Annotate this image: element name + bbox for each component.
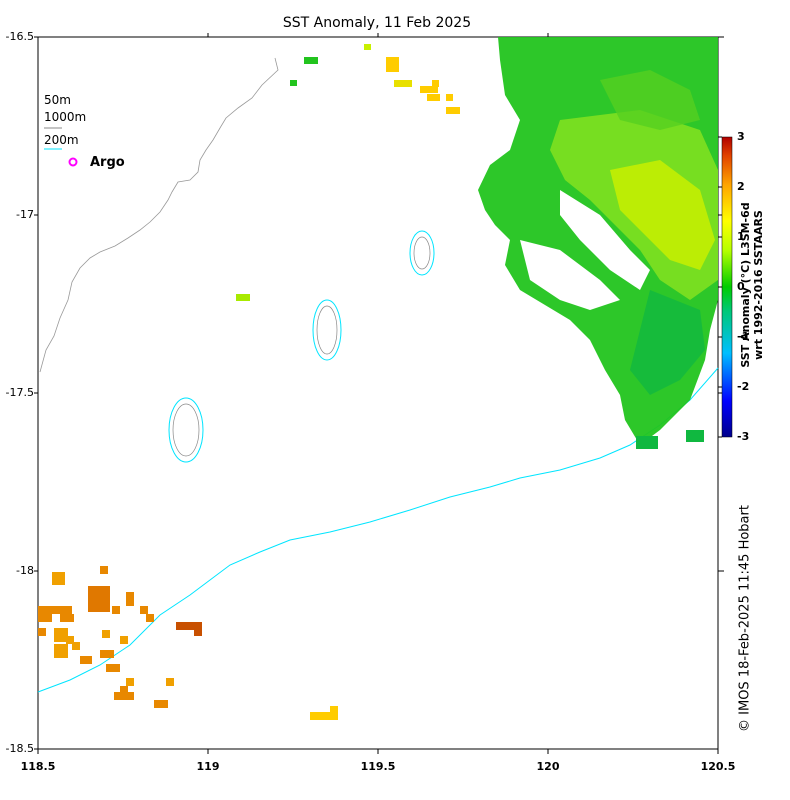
colorbar-tick: 2 [737, 180, 745, 193]
map-title: SST Anomaly, 11 Feb 2025 [282, 15, 472, 31]
coastline-contour [39, 57, 279, 373]
x-tick-label: 119.5 [360, 760, 396, 773]
colorbar-tick: 0 [737, 280, 745, 293]
legend-50m: 50m [44, 93, 71, 107]
legend-200m: 200m [44, 133, 79, 147]
sst-field-southwest [38, 566, 202, 708]
y-tick-label: -17 [16, 208, 34, 221]
argo-marker-icon [68, 157, 78, 167]
y-tick-label: -17.5 [5, 386, 34, 399]
island-middle [312, 299, 342, 361]
colorbar-label-line2: wrt 1992-2016 SSTAARS [752, 210, 765, 360]
x-tick-label: 118.5 [20, 760, 56, 773]
colorbar-tick: -3 [737, 430, 750, 443]
island-north [409, 230, 435, 276]
sst-field-north-scatter [236, 44, 460, 720]
y-tick-label: -18 [16, 564, 34, 577]
colorbar-tick: -2 [737, 380, 750, 393]
y-tick-label: -16.5 [5, 30, 34, 43]
x-tick-label: 120 [536, 760, 560, 773]
legend-1000m: 1000m [44, 110, 87, 124]
x-tick-label: 120.5 [700, 760, 736, 773]
legend-argo: Argo [90, 155, 125, 170]
colorbar-tick: -1 [737, 330, 750, 343]
colorbar-label-line1: SST Anomaly (°C) L3SM-6d [739, 202, 752, 368]
contour-200m [37, 367, 719, 693]
island-south [168, 397, 204, 463]
axis-ticks [34, 33, 724, 754]
colorbar-tick: 3 [737, 130, 745, 143]
y-tick-label: -18.5 [5, 742, 34, 755]
x-tick-label: 119 [196, 760, 220, 773]
colorbar-tick: 1 [737, 230, 745, 243]
sst-field-northeast [478, 37, 718, 449]
credit-text: © IMOS 18-Feb-2025 11:45 Hobart [737, 505, 753, 732]
colorbar [721, 136, 733, 438]
